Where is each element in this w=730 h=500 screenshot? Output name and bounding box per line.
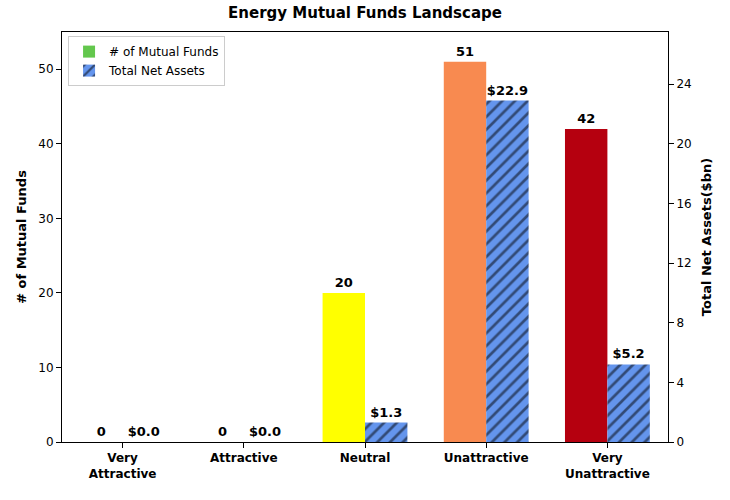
svg-text:20: 20 (38, 286, 53, 300)
svg-text:$0.0: $0.0 (249, 424, 281, 439)
svg-text:20: 20 (335, 275, 353, 290)
svg-text:12: 12 (676, 256, 691, 270)
svg-text:20: 20 (676, 137, 691, 151)
svg-text:40: 40 (38, 137, 53, 151)
svg-text:$0.0: $0.0 (128, 424, 160, 439)
svg-text:42: 42 (577, 111, 595, 126)
svg-text:# of Mutual Funds: # of Mutual Funds (14, 170, 29, 304)
svg-text:30: 30 (38, 212, 53, 226)
svg-text:50: 50 (38, 62, 53, 76)
svg-text:0: 0 (97, 424, 106, 439)
svg-text:Neutral: Neutral (340, 451, 391, 465)
svg-text:$1.3: $1.3 (370, 405, 402, 420)
svg-text:16: 16 (676, 197, 691, 211)
svg-text:$22.9: $22.9 (487, 83, 528, 98)
svg-text:8: 8 (676, 316, 684, 330)
svg-text:4: 4 (676, 376, 684, 390)
svg-text:Total Net Assets: Total Net Assets (108, 64, 205, 78)
svg-text:# of Mutual Funds: # of Mutual Funds (109, 45, 218, 59)
svg-text:VeryUnattractive: VeryUnattractive (565, 451, 650, 481)
svg-text:51: 51 (456, 44, 474, 59)
svg-text:Energy Mutual Funds Landscape: Energy Mutual Funds Landscape (228, 4, 502, 22)
svg-text:0: 0 (218, 424, 227, 439)
svg-text:Total Net Assets($bn): Total Net Assets($bn) (699, 158, 714, 316)
svg-text:10: 10 (38, 361, 53, 375)
svg-text:$5.2: $5.2 (613, 346, 645, 361)
svg-text:Unattractive: Unattractive (444, 451, 529, 465)
svg-text:24: 24 (676, 77, 691, 91)
svg-text:VeryAttractive: VeryAttractive (89, 451, 157, 481)
svg-text:0: 0 (676, 435, 684, 449)
svg-text:Attractive: Attractive (210, 451, 278, 465)
svg-text:0: 0 (46, 435, 54, 449)
